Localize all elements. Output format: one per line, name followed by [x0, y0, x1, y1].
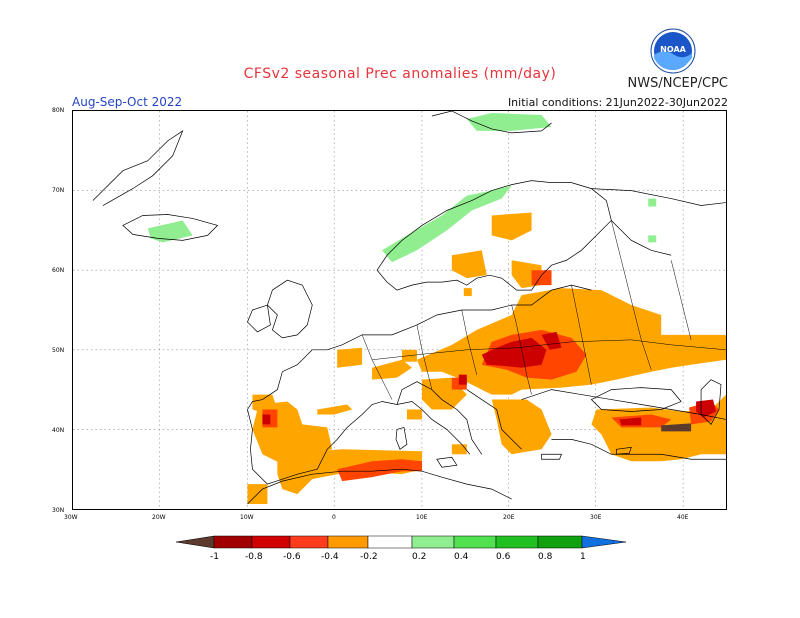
- colorbar-swatch: [411, 535, 455, 549]
- colorbar-swatch: [537, 535, 583, 549]
- colorbar: [176, 535, 626, 549]
- lat-tick: 80N: [52, 107, 65, 114]
- lon-tick: 30E: [590, 514, 602, 521]
- colorbar-label: 1: [580, 552, 586, 562]
- precipitation-anomaly-map: [72, 110, 727, 510]
- lat-tick: 50N: [52, 347, 65, 354]
- country-borders: [361, 220, 726, 400]
- svg-text:NOAA: NOAA: [660, 45, 686, 54]
- lat-tick: 70N: [52, 187, 65, 194]
- noaa-logo-icon: NOAA: [650, 28, 696, 74]
- map-title: CFSv2 seasonal Prec anomalies (mm/day): [243, 66, 557, 82]
- colorbar-label: -0.2: [360, 552, 378, 562]
- colorbar-label: -0.8: [245, 552, 263, 562]
- lon-tick: 30W: [64, 514, 78, 521]
- colorbar-swatch: [367, 535, 413, 549]
- colorbar-label: -1: [210, 552, 219, 562]
- colorbar-label: -0.4: [321, 552, 339, 562]
- colorbar-swatch: [213, 535, 253, 549]
- lon-tick: 40E: [677, 514, 689, 521]
- lat-tick: 60N: [52, 267, 65, 274]
- coastlines: [92, 111, 726, 505]
- colorbar-swatch: [581, 535, 626, 549]
- colorbar-label: 0.2: [412, 552, 427, 562]
- colorbar-swatch: [453, 535, 497, 549]
- lon-tick: 10W: [240, 514, 254, 521]
- agency-label: NWS/NCEP/CPC: [627, 76, 728, 91]
- colorbar-label: 0.8: [538, 552, 553, 562]
- colorbar-label: 0.4: [454, 552, 469, 562]
- colorbar-swatch: [176, 535, 215, 549]
- lon-tick: 10E: [416, 514, 428, 521]
- colorbar-swatch: [495, 535, 539, 549]
- colorbar-swatch: [327, 535, 369, 549]
- forecast-period: Aug-Sep-Oct 2022: [72, 95, 183, 109]
- lon-tick: 0: [332, 514, 336, 521]
- lat-tick: 40N: [52, 427, 65, 434]
- colorbar-label: -0.6: [283, 552, 301, 562]
- colorbar-label: 0.6: [496, 552, 511, 562]
- initial-conditions: Initial conditions: 21Jun2022-30Jun2022: [507, 96, 728, 109]
- colorbar-swatch: [251, 535, 291, 549]
- lat-tick: 30N: [52, 507, 65, 514]
- lon-tick: 20E: [503, 514, 515, 521]
- lon-tick: 20W: [152, 514, 166, 521]
- colorbar-swatch: [289, 535, 329, 549]
- anomaly-shading: [147, 112, 726, 505]
